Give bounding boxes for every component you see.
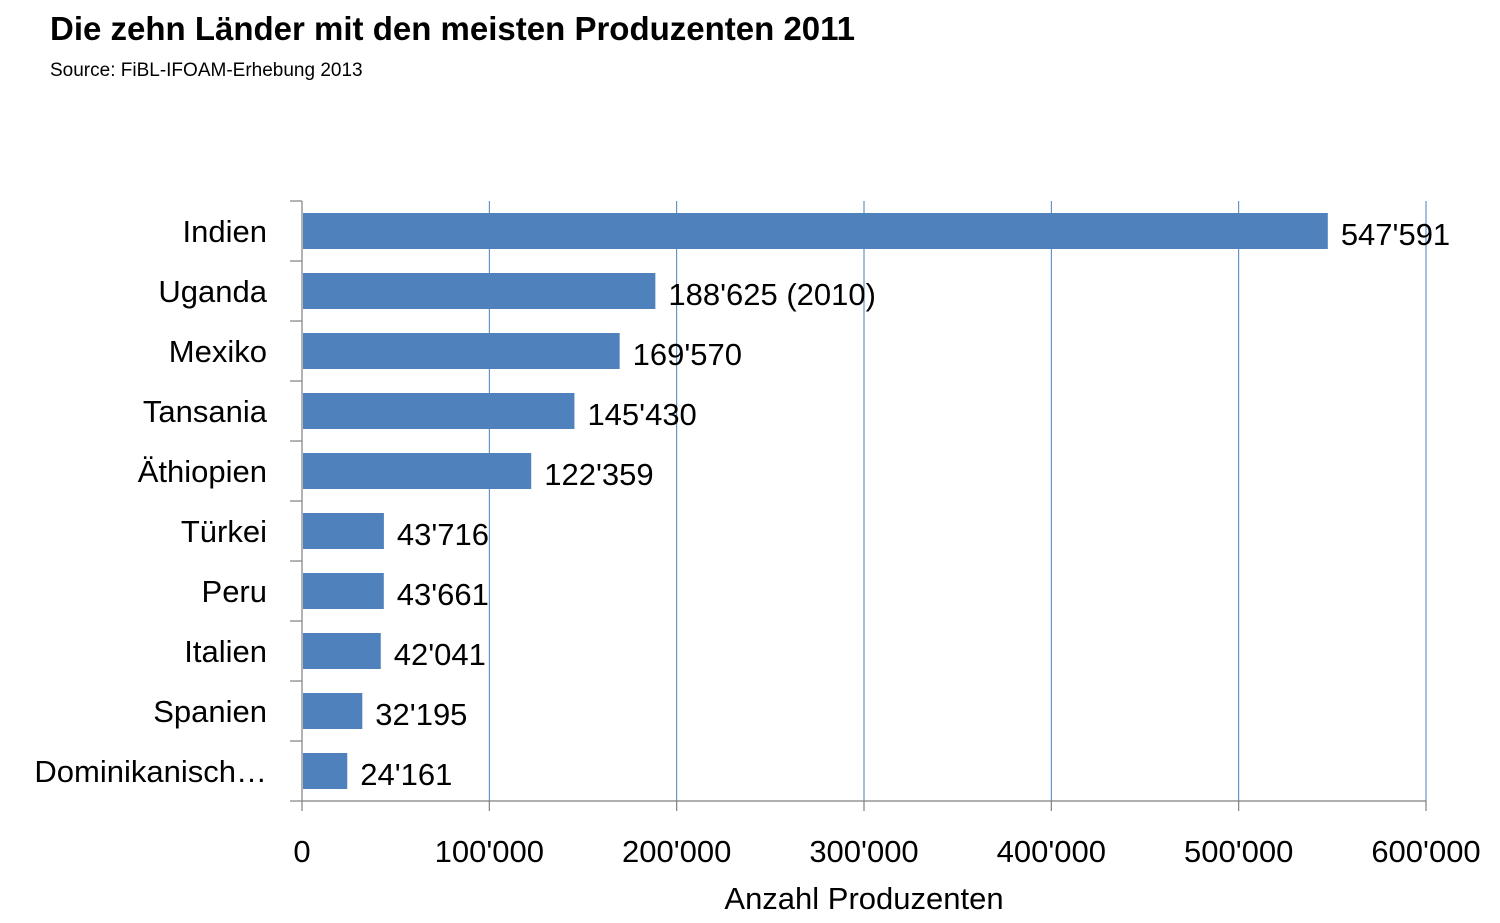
bar-3 (303, 393, 575, 429)
data-label-8: 32'195 (375, 697, 467, 732)
bar-2 (303, 333, 620, 369)
category-label-1: Uganda (158, 274, 267, 309)
bar-4 (303, 453, 532, 489)
bar-5 (303, 513, 384, 549)
x-tick-label-6: 600'000 (1371, 834, 1480, 869)
bar-9 (303, 753, 348, 789)
data-label-9: 24'161 (360, 757, 452, 792)
x-tick-label-5: 500'000 (1184, 834, 1293, 869)
category-label-6: Peru (202, 574, 267, 609)
data-label-0: 547'591 (1341, 217, 1450, 252)
category-label-3: Tansania (143, 394, 268, 429)
x-tick-label-4: 400'000 (997, 834, 1106, 869)
data-label-3: 145'430 (587, 397, 696, 432)
chart-subtitle: Source: FiBL-IFOAM-Erhebung 2013 (50, 60, 363, 81)
x-tick-label-1: 100'000 (435, 834, 544, 869)
chart-title: Die zehn Länder mit den meisten Produzen… (50, 10, 856, 47)
data-label-4: 122'359 (544, 457, 653, 492)
data-label-2: 169'570 (633, 337, 742, 372)
bar-6 (303, 573, 384, 609)
category-label-2: Mexiko (169, 334, 267, 369)
data-label-6: 43'661 (397, 577, 489, 612)
bar-8 (303, 693, 363, 729)
category-label-5: Türkei (181, 514, 267, 549)
category-label-8: Spanien (153, 694, 267, 729)
bar-7 (303, 633, 381, 669)
x-tick-label-0: 0 (293, 834, 310, 869)
category-label-9: Dominikanisch… (34, 754, 267, 789)
x-tick-label-2: 200'000 (622, 834, 731, 869)
data-label-5: 43'716 (397, 517, 489, 552)
data-label-1: 188'625 (2010) (668, 277, 876, 312)
category-label-7: Italien (184, 634, 267, 669)
data-label-7: 42'041 (394, 637, 486, 672)
x-axis-title: Anzahl Produzenten (724, 881, 1003, 916)
bar-1 (303, 273, 656, 309)
bar-0 (303, 213, 1328, 249)
category-label-4: Äthiopien (138, 454, 267, 489)
x-tick-label-3: 300'000 (809, 834, 918, 869)
category-label-0: Indien (183, 214, 267, 249)
